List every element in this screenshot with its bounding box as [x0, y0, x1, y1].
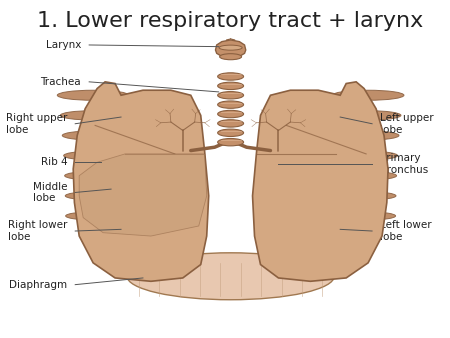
Text: Right lower
lobe: Right lower lobe [8, 220, 67, 242]
Ellipse shape [218, 110, 243, 118]
Ellipse shape [332, 90, 404, 100]
Text: Left lower
lobe: Left lower lobe [380, 220, 432, 242]
Polygon shape [73, 82, 209, 281]
Ellipse shape [218, 73, 243, 80]
Ellipse shape [219, 45, 242, 50]
Ellipse shape [65, 192, 121, 200]
Text: Trachea: Trachea [40, 77, 81, 87]
Text: 1. Lower respiratory tract + larynx: 1. Lower respiratory tract + larynx [37, 11, 424, 31]
Text: Primary
bronchus: Primary bronchus [380, 153, 428, 175]
Ellipse shape [340, 171, 396, 180]
Ellipse shape [66, 212, 121, 220]
Polygon shape [79, 154, 207, 236]
Ellipse shape [335, 111, 401, 120]
Polygon shape [216, 40, 246, 58]
Ellipse shape [341, 212, 396, 220]
Text: Left upper
lobe: Left upper lobe [380, 113, 434, 135]
Text: Rib 4: Rib 4 [40, 157, 67, 167]
Ellipse shape [218, 139, 243, 146]
Ellipse shape [57, 90, 129, 100]
Ellipse shape [337, 131, 399, 140]
Text: Larynx: Larynx [46, 40, 81, 50]
Ellipse shape [60, 111, 126, 120]
Ellipse shape [220, 54, 242, 60]
Text: Right upper
lobe: Right upper lobe [6, 113, 67, 135]
Ellipse shape [340, 192, 396, 200]
Ellipse shape [63, 151, 123, 160]
Polygon shape [252, 82, 388, 281]
Ellipse shape [338, 151, 398, 160]
Ellipse shape [65, 171, 122, 180]
Text: Diaphragm: Diaphragm [9, 280, 67, 290]
Ellipse shape [218, 82, 243, 90]
Ellipse shape [218, 92, 243, 99]
Ellipse shape [218, 120, 243, 127]
Ellipse shape [62, 131, 124, 140]
Ellipse shape [218, 101, 243, 108]
Ellipse shape [218, 129, 243, 137]
Ellipse shape [127, 253, 334, 300]
Text: Middle
lobe: Middle lobe [33, 182, 67, 203]
